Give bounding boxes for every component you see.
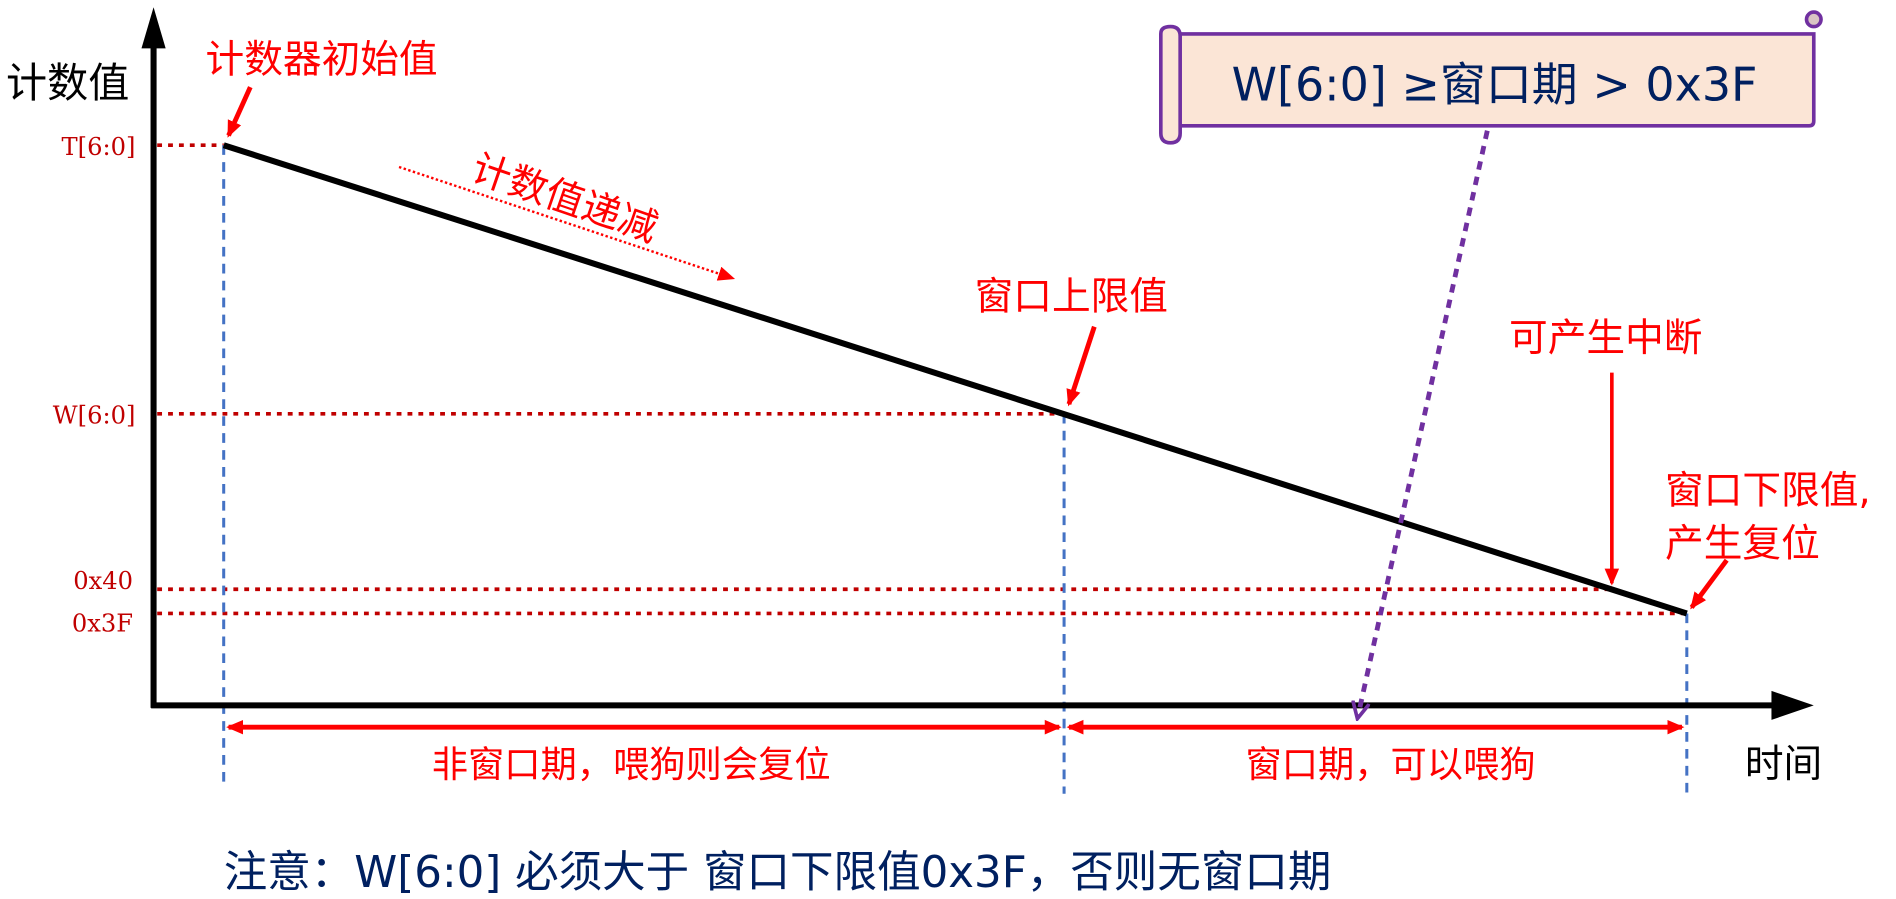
upper-limit-arrow	[1066, 325, 1097, 407]
x-axis-label: 时间	[1745, 742, 1822, 787]
y-axis-arrow	[141, 7, 166, 49]
x-axis-arrow	[1771, 690, 1814, 720]
level-lines	[157, 143, 1687, 616]
lower-limit-label: 窗口下限值,	[1665, 468, 1871, 513]
interrupt-label: 可产生中断	[1509, 316, 1702, 361]
reset-arrow	[1689, 558, 1729, 610]
note-text: 注意：W[6:0] 必须大于 窗口下限值0x3F，否则无窗口期	[224, 848, 1332, 898]
time-markers	[222, 145, 1689, 799]
callout-text: W[6:0] ≥窗口期 > 0x3F	[1232, 57, 1758, 111]
x40-level-label: 0x40	[73, 567, 133, 595]
decrement-arrow	[398, 165, 736, 281]
initial-arrow	[226, 86, 253, 138]
w-level-label: W[6:0]	[53, 401, 136, 429]
x3f-level-label: 0x3F	[72, 610, 133, 638]
upper-limit-label: 窗口上限值	[975, 275, 1168, 320]
callout-pointer-arrow	[1358, 130, 1490, 717]
counter-line	[222, 142, 1688, 617]
window-period-label: 窗口期，可以喂狗	[1246, 743, 1536, 786]
non-window-period-label: 非窗口期，喂狗则会复位	[432, 743, 831, 786]
t-level-label: T[6:0]	[62, 133, 136, 161]
y-axis-label: 计数值	[6, 59, 129, 107]
callout-scroll: W[6:0] ≥窗口期 > 0x3F	[1159, 10, 1823, 145]
initial-value-label: 计数器初始值	[206, 38, 438, 83]
reset-label: 产生复位	[1665, 522, 1820, 567]
